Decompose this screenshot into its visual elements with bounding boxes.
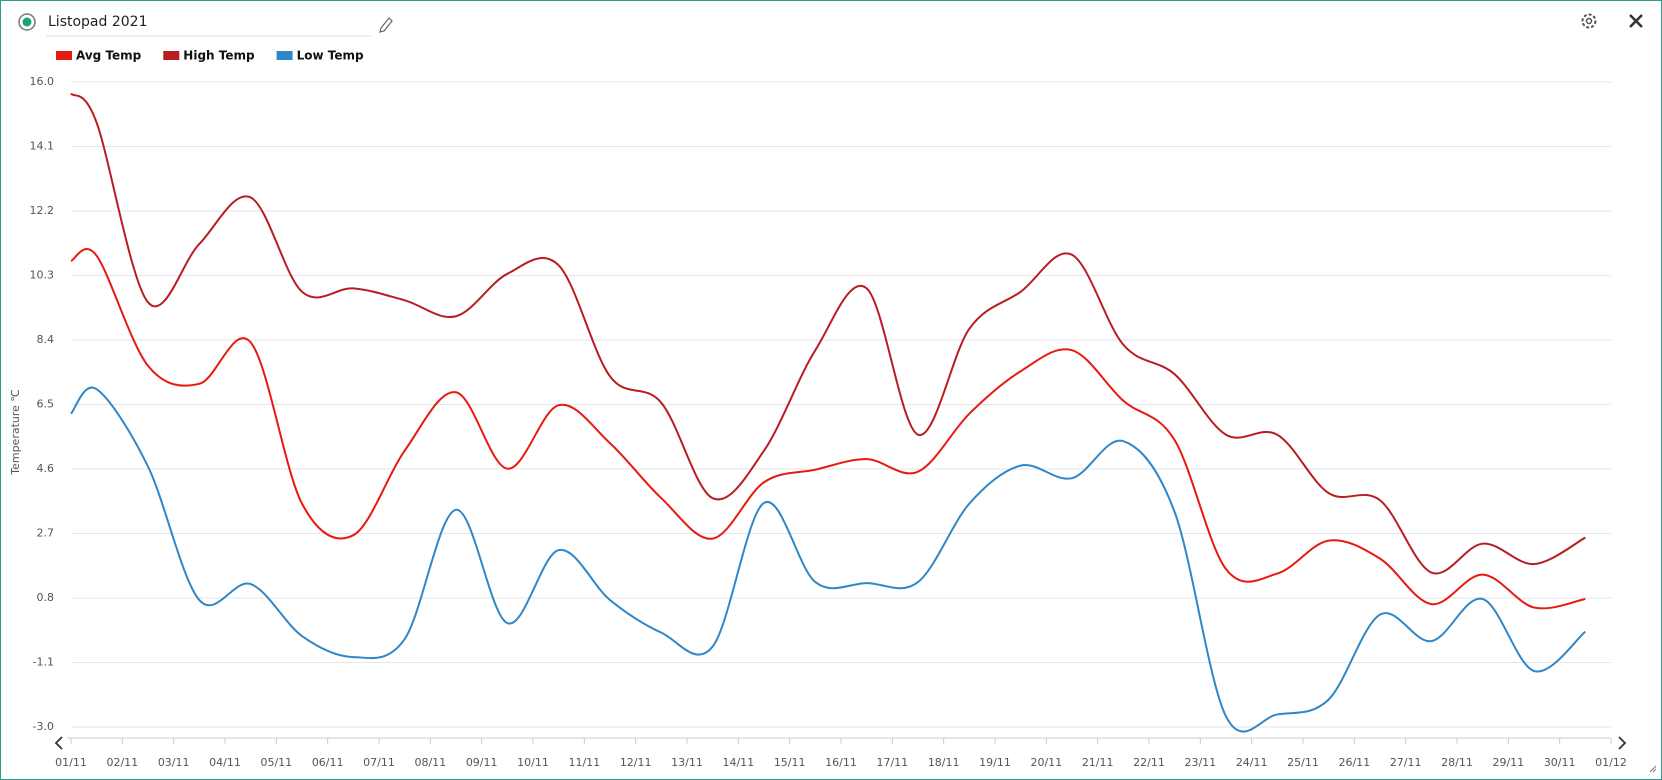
close-icon[interactable]: [1629, 14, 1643, 28]
x-tick-label: 03/11: [158, 756, 190, 769]
status-icon[interactable]: [18, 13, 36, 31]
y-tick-label: -1.1: [33, 656, 54, 669]
y-tick-label: 6.5: [37, 398, 55, 411]
legend-label: Low Temp: [297, 49, 364, 63]
x-tick-label: 28/11: [1441, 756, 1473, 769]
x-tick-label: 20/11: [1030, 756, 1062, 769]
x-tick-label: 15/11: [774, 756, 806, 769]
x-tick-label: 17/11: [876, 756, 908, 769]
x-tick-label: 08/11: [414, 756, 446, 769]
x-tick-label: 16/11: [825, 756, 857, 769]
x-tick-label: 30/11: [1544, 756, 1576, 769]
legend-swatch: [276, 51, 293, 60]
y-axis-label: Temperature ℃: [9, 389, 22, 476]
y-tick-label: 16.0: [30, 75, 55, 88]
series-line: [70, 386, 1586, 733]
x-tick-label: 01/12: [1595, 756, 1627, 769]
y-tick-label: 12.2: [30, 204, 55, 217]
x-tick-label: 12/11: [620, 756, 652, 769]
x-tick-label: 19/11: [979, 756, 1011, 769]
x-tick-label: 05/11: [260, 756, 292, 769]
x-tick-label: 24/11: [1236, 756, 1268, 769]
prev-arrow[interactable]: [54, 736, 63, 750]
x-tick-label: 25/11: [1287, 756, 1319, 769]
y-tick-label: 8.4: [37, 333, 55, 346]
x-tick-label: 13/11: [671, 756, 703, 769]
legend-swatch: [163, 51, 180, 60]
x-tick-label: 11/11: [568, 756, 600, 769]
y-tick-label: 10.3: [30, 269, 55, 282]
x-tick-label: 27/11: [1390, 756, 1422, 769]
next-arrow[interactable]: [1618, 736, 1627, 750]
x-tick-label: 06/11: [312, 756, 344, 769]
resize-handle: [1649, 765, 1657, 773]
y-tick-label: 2.7: [37, 527, 55, 540]
x-tick-label: 21/11: [1082, 756, 1114, 769]
edit-icon[interactable]: [379, 17, 393, 33]
legend-label: Avg Temp: [76, 49, 142, 63]
chart-title[interactable]: Listopad 2021: [48, 14, 147, 30]
x-tick-label: 29/11: [1492, 756, 1524, 769]
y-tick-label: 0.8: [37, 591, 55, 604]
x-tick-label: 26/11: [1338, 756, 1370, 769]
x-tick-label: 01/11: [55, 756, 87, 769]
status-dot: [22, 17, 32, 27]
settings-icon[interactable]: [1581, 13, 1597, 29]
x-tick-label: 14/11: [722, 756, 754, 769]
series-line: [70, 92, 1586, 575]
x-tick-label: 22/11: [1133, 756, 1165, 769]
y-tick-label: 4.6: [37, 462, 55, 475]
x-tick-label: 18/11: [928, 756, 960, 769]
series-line: [70, 248, 1586, 610]
x-tick-label: 07/11: [363, 756, 395, 769]
x-tick-label: 23/11: [1184, 756, 1216, 769]
x-tick-label: 09/11: [466, 756, 498, 769]
x-tick-label: 02/11: [106, 756, 138, 769]
x-tick-label: 04/11: [209, 756, 241, 769]
y-tick-label: -3.0: [33, 720, 54, 733]
legend-label: High Temp: [183, 49, 255, 63]
legend-swatch: [56, 51, 72, 60]
x-tick-label: 10/11: [517, 756, 549, 769]
y-tick-label: 14.1: [30, 140, 55, 153]
